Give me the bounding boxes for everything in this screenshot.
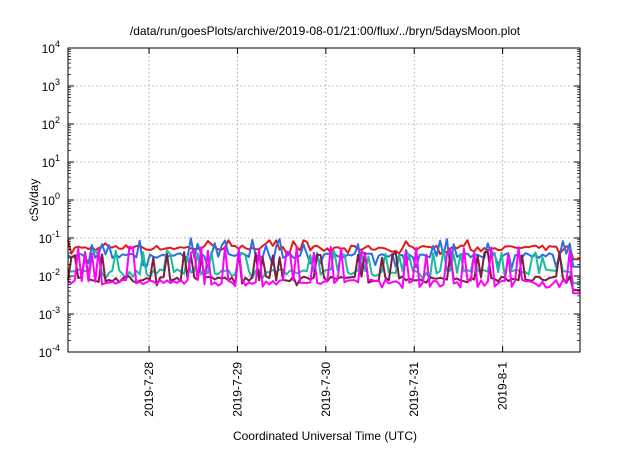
x-tick-label: 2019-8-1 (496, 362, 510, 410)
x-tick-labels: 2019-7-28 2019-7-29 2019-7-30 2019-7-31 2019… (142, 362, 510, 417)
series-line (67, 245, 580, 295)
y-tick-label: 10-3 (39, 305, 60, 322)
tick-marks (68, 47, 580, 353)
x-tick-label: 2019-7-31 (407, 362, 421, 417)
x-axis-label: Coordinated Universal Time (UTC) (233, 429, 417, 443)
y-tick-labels: 10-4 10-3 10-2 10-1 100 101 102 103 104 (39, 39, 60, 360)
y-tick-label: 104 (42, 39, 60, 56)
grid (68, 48, 580, 352)
x-tick-label: 2019-7-28 (142, 362, 156, 417)
series-lines (67, 237, 580, 295)
y-tick-label: 10-1 (39, 229, 60, 246)
x-tick-label: 2019-7-29 (230, 362, 244, 417)
chart-title: /data/run/goesPlots/archive/2019-08-01/2… (130, 24, 521, 38)
y-tick-label: 100 (42, 191, 60, 208)
y-tick-label: 101 (42, 153, 60, 170)
y-axis-label: cSv/day (27, 179, 41, 222)
y-tick-label: 10-2 (39, 267, 60, 284)
y-tick-label: 10-4 (39, 343, 60, 360)
x-tick-label: 2019-7-30 (319, 362, 333, 417)
y-tick-label: 102 (42, 115, 60, 132)
y-tick-label: 103 (42, 77, 60, 94)
series-line (67, 239, 580, 261)
